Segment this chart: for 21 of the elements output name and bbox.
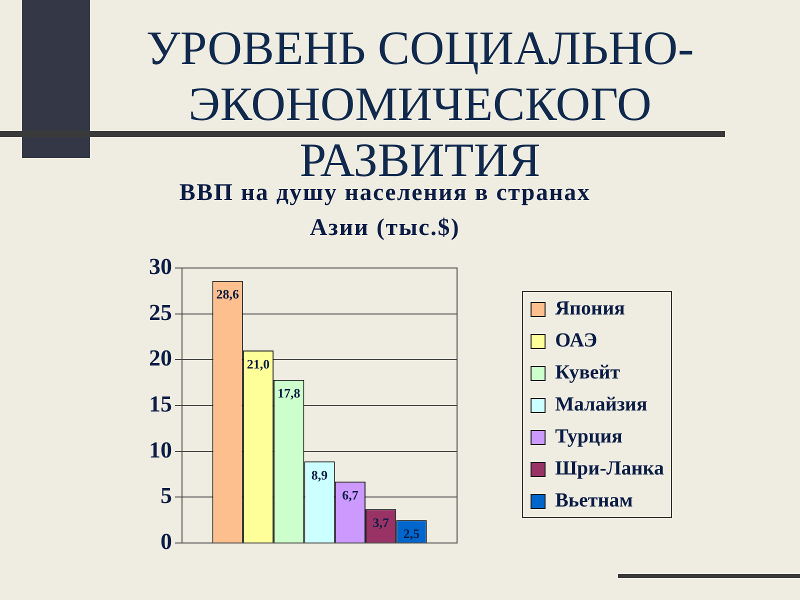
data-label: 21,0 [246, 356, 270, 372]
legend-label: Малайзия [555, 394, 648, 416]
y-tick-label: 30 [149, 254, 172, 279]
data-label: 3,7 [372, 514, 390, 530]
y-tick-label: 25 [149, 300, 172, 325]
legend-label: Турция [555, 426, 623, 448]
legend-label: Шри-Ланка [555, 458, 664, 480]
y-tick-label: 5 [160, 483, 172, 508]
legend-label: Кувейт [555, 362, 620, 384]
y-tick-label: 20 [149, 346, 172, 371]
y-tick-label: 15 [149, 391, 172, 416]
y-tick-label: 0 [160, 528, 172, 554]
y-tick-label: 10 [149, 437, 172, 462]
data-label: 6,7 [342, 487, 359, 502]
data-label: 17,8 [278, 386, 301, 401]
data-label: 2,5 [403, 526, 420, 541]
legend-label: Япония [555, 298, 626, 320]
data-label: 8,9 [311, 467, 328, 482]
legend-label: ОАЭ [555, 330, 598, 352]
data-label: 28,6 [216, 286, 240, 302]
legend-label: Вьетнам [555, 490, 633, 512]
